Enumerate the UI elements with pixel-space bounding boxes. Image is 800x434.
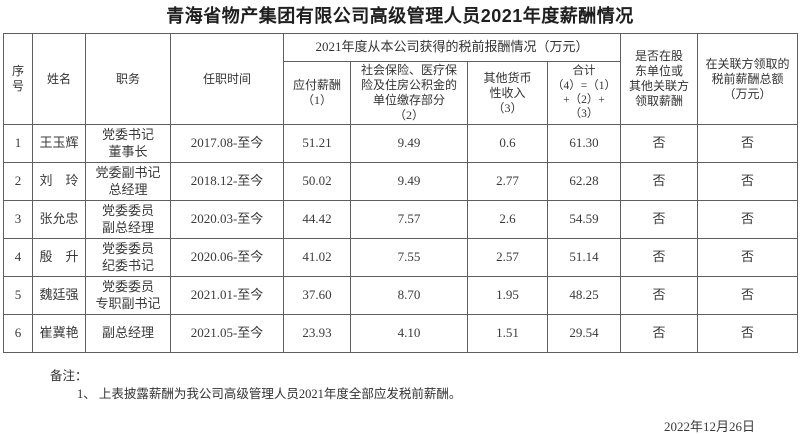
cell-total: 61.30: [546, 124, 622, 163]
salary-table: 序 号 姓名 职务 任职时间 2021年度从本公司获得的税前报酬情况（万元） 是…: [3, 33, 799, 353]
cell-social-insurance: 7.57: [350, 200, 468, 239]
cell-seq: 5: [3, 276, 33, 315]
page-title: 青海省物产集团有限公司高级管理人员2021年度薪酬情况: [166, 6, 634, 26]
table-row: 6 崔冀艳 副总经理 2021.05-至今 23.93 4.10 1.51 29…: [3, 314, 799, 353]
cell-other-income: 2.77: [467, 162, 548, 201]
cell-position: 党委书记 董事长: [85, 124, 171, 163]
cell-social-insurance: 9.49: [350, 124, 468, 163]
document-date: 2022年12月26日: [663, 419, 755, 434]
cell-payable: 41.02: [283, 238, 351, 277]
cell-related-flag: 否: [620, 238, 699, 277]
cell-social-insurance: 4.10: [350, 314, 468, 353]
header-related-flag: 是否在股 东单位或 其他关联方 领取薪酬: [620, 33, 699, 125]
cell-other-income: 2.57: [467, 238, 548, 277]
cell-name: 王玉辉: [32, 124, 86, 163]
header-payable: 应付薪酬 （1）: [283, 61, 351, 125]
cell-position: 党委委员 专职副书记: [85, 276, 171, 315]
cell-social-insurance: 7.55: [350, 238, 468, 277]
cell-name: 崔冀艳: [32, 314, 86, 353]
cell-related-amount: 否: [697, 162, 799, 201]
cell-related-amount: 否: [697, 314, 799, 353]
cell-total: 48.25: [546, 276, 622, 315]
cell-related-amount: 否: [697, 276, 799, 315]
note-item: 1、 上表披露薪酬为我公司高级管理人员2021年度全部应发税前薪酬。: [77, 387, 462, 401]
cell-total: 29.54: [546, 314, 622, 353]
cell-related-amount: 否: [697, 238, 799, 277]
cell-seq: 2: [3, 162, 33, 201]
cell-payable: 23.93: [283, 314, 351, 353]
cell-tenure: 2020.06-至今: [170, 238, 284, 277]
table-row: 3 张允忠 党委委员 副总经理 2020.03-至今 44.42 7.57 2.…: [3, 200, 799, 239]
header-name: 姓名: [32, 33, 86, 125]
cell-other-income: 0.6: [467, 124, 548, 163]
cell-seq: 1: [3, 124, 33, 163]
notes-label: 备注：: [50, 369, 88, 383]
cell-tenure: 2017.08-至今: [170, 124, 284, 163]
table-row: 5 魏廷强 党委委员 专职副书记 2021.01-至今 37.60 8.70 1…: [3, 276, 799, 315]
cell-seq: 4: [3, 238, 33, 277]
cell-related-flag: 否: [620, 200, 699, 239]
cell-position: 党委副书记 总经理: [85, 162, 171, 201]
cell-name: 殷 升: [32, 238, 86, 277]
cell-position: 副总经理: [85, 314, 171, 353]
cell-social-insurance: 9.49: [350, 162, 468, 201]
cell-seq: 3: [3, 200, 33, 239]
cell-related-flag: 否: [620, 276, 699, 315]
notes-section: 备注： 1、 上表披露薪酬为我公司高级管理人员2021年度全部应发税前薪酬。: [50, 367, 800, 403]
cell-payable: 37.60: [283, 276, 351, 315]
cell-related-amount: 否: [697, 124, 799, 163]
cell-social-insurance: 8.70: [350, 276, 468, 315]
header-tenure: 任职时间: [170, 33, 284, 125]
header-related-amount: 在关联方领取的 税前薪酬总额 （万元）: [697, 33, 799, 125]
cell-related-flag: 否: [620, 162, 699, 201]
cell-position: 党委委员 副总经理: [85, 200, 171, 239]
header-social-insurance: 社会保险、医疗保 险及住房公积金的 单位缴存部分 （2）: [350, 61, 468, 125]
header-compensation-group: 2021年度从本公司获得的税前报酬情况（万元）: [282, 33, 622, 62]
cell-total: 51.14: [546, 238, 622, 277]
table-row: 4 殷 升 党委委员 纪委书记 2020.06-至今 41.02 7.55 2.…: [3, 238, 799, 277]
cell-position: 党委委员 纪委书记: [85, 238, 171, 277]
cell-name: 张允忠: [32, 200, 86, 239]
table-row: 2 刘 玲 党委副书记 总经理 2018.12-至今 50.02 9.49 2.…: [3, 162, 799, 201]
header-row-sub: 应付薪酬 （1） 社会保险、医疗保 险及住房公积金的 单位缴存部分 （2） 其他…: [4, 61, 798, 125]
header-total: 合计 （4）=（1） +（2）+ （3）: [546, 61, 622, 125]
cell-name: 刘 玲: [32, 162, 86, 201]
cell-total: 54.59: [546, 200, 622, 239]
cell-total: 62.28: [546, 162, 622, 201]
cell-related-flag: 否: [620, 314, 699, 353]
header-position: 职务: [85, 33, 171, 125]
cell-related-flag: 否: [620, 124, 699, 163]
table-row: 1 王玉辉 党委书记 董事长 2017.08-至今 51.21 9.49 0.6…: [3, 124, 799, 163]
cell-tenure: 2021.01-至今: [170, 276, 284, 315]
cell-tenure: 2018.12-至今: [170, 162, 284, 201]
cell-other-income: 2.6: [467, 200, 548, 239]
cell-tenure: 2020.03-至今: [170, 200, 284, 239]
header-seq: 序 号: [3, 33, 33, 125]
cell-name: 魏廷强: [32, 276, 86, 315]
cell-related-amount: 否: [697, 200, 799, 239]
cell-payable: 50.02: [283, 162, 351, 201]
cell-other-income: 1.51: [467, 314, 548, 353]
cell-seq: 6: [3, 314, 33, 353]
cell-tenure: 2021.05-至今: [170, 314, 284, 353]
document-page: 青海省物产集团有限公司高级管理人员2021年度薪酬情况 序 号 姓名 职务 任职…: [0, 5, 800, 434]
cell-payable: 44.42: [283, 200, 351, 239]
header-other-income: 其他货币 性收入 （3）: [467, 61, 548, 125]
cell-payable: 51.21: [283, 124, 351, 163]
cell-other-income: 1.95: [467, 276, 548, 315]
header-row-top: 序 号 姓名 职务 任职时间 2021年度从本公司获得的税前报酬情况（万元） 是…: [3, 33, 799, 125]
